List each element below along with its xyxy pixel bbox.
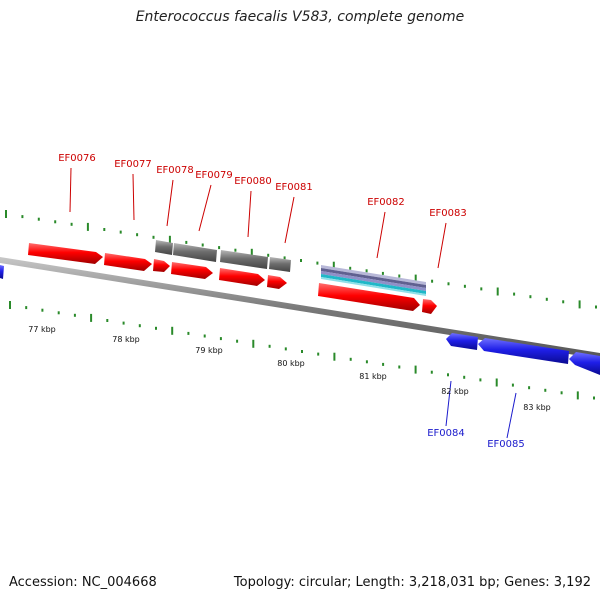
gene-ef0083[interactable] (422, 299, 437, 314)
rna-band-5 (321, 277, 426, 296)
gene-label-ef0085[interactable]: EF0085 (487, 439, 525, 450)
rna-band-4 (321, 274, 426, 294)
scale-label-81: 81 kbp (359, 372, 387, 381)
gene-ef0084[interactable] (446, 333, 478, 350)
gene-ef0085[interactable] (478, 338, 569, 364)
gene-ef0081[interactable] (267, 275, 287, 289)
gene-ef0079[interactable] (171, 262, 213, 279)
gene-label-ef0080[interactable]: EF0080 (234, 176, 272, 187)
other-features (155, 240, 291, 272)
gene-label-ef0084[interactable]: EF0084 (427, 428, 465, 439)
gene-label-ef0076[interactable]: EF0076 (58, 153, 96, 164)
gene-label-ef0081[interactable]: EF0081 (275, 182, 313, 193)
scale-label-80: 80 kbp (277, 359, 305, 368)
gene-ef0077[interactable] (104, 253, 152, 271)
gene-labels: EF0076 EF0077 EF0078 EF0079 EF0080 EF008… (58, 153, 525, 450)
feature-gray-4[interactable] (269, 257, 291, 272)
rna-band-2 (321, 268, 426, 288)
gene-ef0082[interactable] (318, 283, 420, 311)
rna-feature-bands[interactable] (321, 265, 426, 296)
scale-label-78: 78 kbp (112, 335, 140, 344)
feature-gray-1[interactable] (155, 240, 173, 255)
gene-label-ef0078[interactable]: EF0078 (156, 165, 194, 176)
rna-band-3 (321, 271, 426, 291)
gene-partial-left[interactable] (0, 265, 4, 279)
gene-label-ef0083[interactable]: EF0083 (429, 208, 467, 219)
genome-title: Enterococcus faecalis V583, complete gen… (135, 9, 465, 25)
gene-label-ef0077[interactable]: EF0077 (114, 159, 152, 170)
scale-label-79: 79 kbp (195, 346, 223, 355)
gene-label-ef0079[interactable]: EF0079 (195, 170, 233, 181)
gene-leader-lines (69, 167, 517, 439)
gene-partial-right[interactable] (569, 352, 600, 375)
gene-ef0080[interactable] (219, 268, 265, 286)
lower-tick-track (9, 301, 595, 400)
reverse-strand-genes (0, 265, 600, 375)
forward-strand-genes (28, 243, 437, 314)
gene-ef0076[interactable] (28, 243, 103, 264)
feature-gray-2[interactable] (173, 243, 217, 262)
scale-label-83: 83 kbp (523, 403, 551, 412)
genome-summary-text: Topology: circular; Length: 3,218,031 bp… (233, 575, 591, 590)
scale-label-82: 82 kbp (441, 387, 469, 396)
gene-label-ef0082[interactable]: EF0082 (367, 197, 405, 208)
accession-text: Accession: NC_004668 (9, 575, 157, 590)
genome-backbone (0, 257, 600, 359)
scale-labels: 77 kbp 78 kbp 79 kbp 80 kbp 81 kbp 82 kb… (28, 325, 551, 412)
scale-label-77: 77 kbp (28, 325, 56, 334)
gene-ef0078[interactable] (153, 259, 170, 272)
feature-gray-3[interactable] (220, 250, 268, 269)
rna-band-1 (321, 265, 426, 285)
